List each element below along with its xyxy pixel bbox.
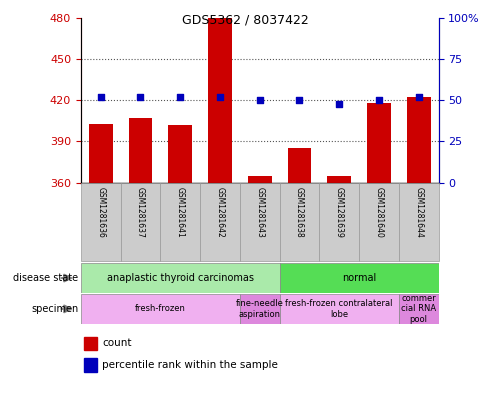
Bar: [280, 294, 399, 324]
Bar: [89, 123, 113, 183]
Text: GSM1281642: GSM1281642: [216, 187, 224, 237]
Bar: [200, 183, 240, 261]
Bar: [407, 97, 431, 183]
Point: [97, 94, 105, 100]
Point: [216, 94, 224, 100]
Bar: [399, 183, 439, 261]
Point: [415, 94, 422, 100]
Bar: [81, 183, 121, 261]
Bar: [81, 294, 240, 324]
Bar: [208, 18, 232, 183]
Text: disease state: disease state: [13, 273, 78, 283]
Text: percentile rank within the sample: percentile rank within the sample: [102, 360, 278, 370]
Text: GDS5362 / 8037422: GDS5362 / 8037422: [182, 14, 308, 27]
Text: GSM1281641: GSM1281641: [176, 187, 185, 237]
Bar: [240, 183, 280, 261]
Bar: [128, 118, 152, 183]
Point: [137, 94, 145, 100]
Point: [295, 97, 303, 103]
Bar: [280, 263, 439, 293]
Point: [176, 94, 184, 100]
Text: specimen: specimen: [31, 304, 78, 314]
Bar: [367, 103, 391, 183]
Text: GSM1281637: GSM1281637: [136, 187, 145, 237]
Bar: [84, 337, 97, 350]
Bar: [288, 148, 311, 183]
Text: anaplastic thyroid carcinomas: anaplastic thyroid carcinomas: [107, 273, 254, 283]
Text: fresh-frozen: fresh-frozen: [135, 305, 186, 313]
Point: [256, 97, 264, 103]
Text: GSM1281644: GSM1281644: [414, 187, 423, 237]
Bar: [399, 294, 439, 324]
Text: GSM1281638: GSM1281638: [295, 187, 304, 237]
Bar: [240, 294, 280, 324]
Bar: [121, 183, 160, 261]
Bar: [168, 125, 192, 183]
Text: fresh-frozen contralateral
lobe: fresh-frozen contralateral lobe: [286, 299, 393, 319]
Bar: [319, 183, 359, 261]
Text: GSM1281636: GSM1281636: [96, 187, 105, 237]
Text: fine-needle
aspiration: fine-needle aspiration: [236, 299, 284, 319]
Text: GSM1281640: GSM1281640: [374, 187, 384, 237]
Point: [375, 97, 383, 103]
Text: normal: normal: [342, 273, 376, 283]
Text: GSM1281643: GSM1281643: [255, 187, 264, 237]
Bar: [248, 176, 271, 183]
Bar: [327, 176, 351, 183]
Bar: [280, 183, 319, 261]
Point: [335, 100, 343, 107]
Bar: [84, 358, 97, 372]
Text: commer
cial RNA
pool: commer cial RNA pool: [401, 294, 436, 324]
Bar: [81, 263, 280, 293]
Text: GSM1281639: GSM1281639: [335, 187, 343, 237]
Text: count: count: [102, 338, 132, 348]
Bar: [359, 183, 399, 261]
Bar: [160, 183, 200, 261]
